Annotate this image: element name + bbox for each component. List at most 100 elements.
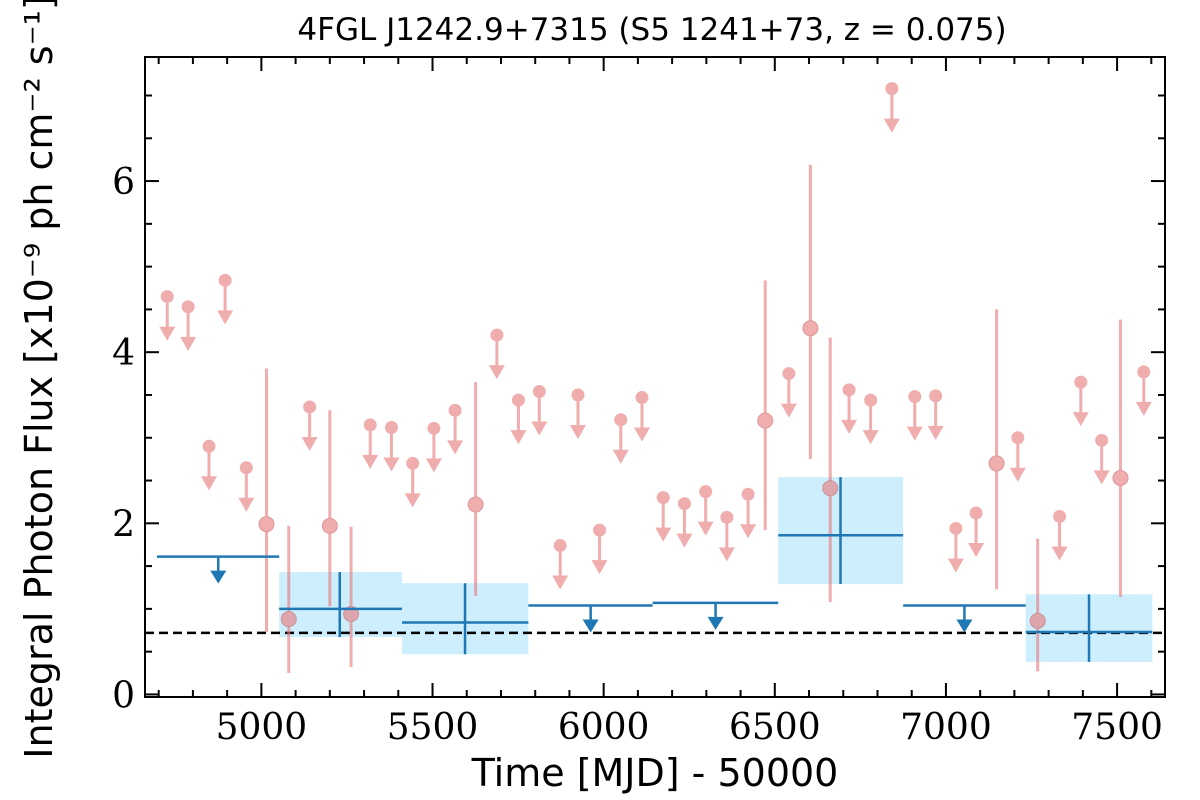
chart-title: 4FGL J1242.9+7315 (S5 1241+73, z = 0.075…	[297, 12, 1006, 48]
fine-ul-marker	[1074, 375, 1088, 389]
fine-upper-limit-11	[488, 328, 505, 380]
fine-ul-arrowhead	[1009, 467, 1026, 482]
coarse-upper-limit-1	[528, 604, 653, 633]
fine-upper-limit-2	[201, 439, 218, 491]
fine-ul-marker	[571, 388, 585, 402]
fine-ul-marker	[1011, 431, 1025, 445]
fine-ul-marker	[699, 485, 713, 499]
fine-ul-arrowhead	[740, 524, 757, 539]
fine-ul-arrowhead	[697, 521, 714, 536]
x-tick-label: 6000	[558, 707, 650, 748]
fine-ul-marker	[1053, 509, 1067, 523]
fine-ul-arrowhead	[301, 436, 318, 451]
y-tick-label: 0	[112, 675, 135, 716]
fine-ul-marker	[969, 506, 983, 520]
fine-detection-8	[988, 309, 1005, 590]
fine-ul-arrowhead	[676, 533, 693, 548]
fine-upper-limit-22	[718, 510, 735, 562]
fine-detection-4	[467, 382, 484, 597]
fine-ul-arrowhead	[180, 336, 197, 351]
fine-ul-arrowhead	[447, 440, 464, 455]
fine-detection-2	[321, 410, 338, 607]
fine-ul-marker	[490, 328, 504, 342]
coarse-bin-series	[156, 477, 1153, 662]
fine-ul-arrowhead	[968, 543, 985, 558]
fine-point	[802, 320, 819, 337]
fine-detection-0	[258, 368, 275, 632]
fine-ul-arrowhead	[552, 575, 569, 590]
fine-ul-arrowhead	[718, 547, 735, 562]
fine-upper-limit-29	[927, 389, 944, 440]
fine-upper-limit-3	[217, 273, 234, 325]
coarse-ul-arrowhead	[210, 570, 227, 584]
fine-point	[822, 480, 839, 497]
coarse-detection-0	[279, 572, 403, 638]
fine-ul-arrowhead	[841, 419, 858, 434]
fine-upper-limit-9	[425, 421, 442, 473]
fine-upper-limit-6	[362, 418, 379, 469]
coarse-upper-limit-0	[156, 555, 280, 584]
coarse-ul-arrowhead	[707, 616, 724, 630]
fine-upper-limit-17	[612, 413, 629, 464]
fine-upper-limit-13	[531, 385, 548, 436]
fine-point	[1112, 469, 1129, 486]
fine-upper-limit-35	[1093, 433, 1110, 485]
fine-upper-limit-36	[1135, 365, 1152, 416]
fine-ul-marker	[614, 413, 628, 427]
fine-upper-limit-18	[633, 391, 650, 442]
fine-ul-marker	[427, 421, 441, 435]
x-tick-label: 5500	[387, 707, 479, 748]
fine-upper-limit-19	[655, 491, 672, 542]
fine-upper-limit-30	[947, 521, 964, 573]
fine-ul-marker	[635, 391, 649, 405]
fine-ul-marker	[864, 393, 878, 407]
fine-ul-arrowhead	[569, 424, 586, 439]
fine-upper-limit-15	[569, 388, 586, 439]
y-axis-label: Integral Photon Flux [x10⁻⁹ ph cm⁻² s⁻¹]	[17, 0, 61, 759]
fine-ul-arrowhead	[238, 497, 255, 512]
fine-ul-marker	[885, 82, 899, 96]
fine-ul-marker	[303, 400, 317, 414]
fine-ul-arrowhead	[383, 457, 400, 472]
fine-point	[343, 606, 360, 623]
coarse-ul-arrowhead	[956, 619, 973, 633]
fine-upper-limit-25	[841, 383, 858, 434]
fine-point	[988, 455, 1005, 472]
fine-ul-marker	[202, 439, 216, 453]
coarse-detection-1	[402, 583, 529, 655]
coarse-upper-limit-2	[652, 601, 779, 630]
fine-ul-arrowhead	[1051, 546, 1068, 561]
fine-ul-arrowhead	[883, 118, 900, 133]
fine-ul-arrowhead	[906, 426, 923, 441]
fine-ul-marker	[929, 389, 943, 403]
x-tick-label: 6500	[729, 707, 821, 748]
fine-ul-arrowhead	[633, 427, 650, 442]
fine-upper-limit-14	[552, 539, 569, 590]
plot-frame	[144, 56, 1166, 698]
x-tick-label: 5000	[216, 707, 308, 748]
fine-ul-marker	[511, 393, 525, 407]
fine-ul-marker	[181, 300, 195, 314]
fine-point	[321, 517, 338, 534]
fine-point	[1029, 612, 1046, 629]
fine-ul-marker	[949, 521, 963, 535]
fine-upper-limit-21	[697, 485, 714, 536]
fine-ul-marker	[741, 487, 755, 501]
fine-ul-arrowhead	[531, 421, 548, 436]
y-tick-label: 6	[112, 162, 135, 203]
x-tick-label: 7500	[1071, 707, 1163, 748]
fine-ul-marker	[1095, 433, 1109, 447]
fine-ul-arrowhead	[1072, 412, 1089, 427]
fine-upper-limit-4	[238, 461, 255, 512]
fine-ul-marker	[677, 497, 691, 511]
fine-ul-arrowhead	[510, 430, 527, 445]
fine-upper-limit-0	[159, 290, 176, 341]
fine-ul-arrowhead	[488, 365, 505, 380]
fine-ul-arrowhead	[159, 326, 176, 341]
fine-upper-limit-5	[301, 400, 318, 451]
fine-ul-arrowhead	[591, 560, 608, 575]
fine-detection-1	[280, 525, 297, 674]
fine-detection-3	[343, 526, 360, 668]
axis-ticks: 5000 5500 6000 6500 7000 7500 0 2 4 6	[112, 57, 1165, 748]
